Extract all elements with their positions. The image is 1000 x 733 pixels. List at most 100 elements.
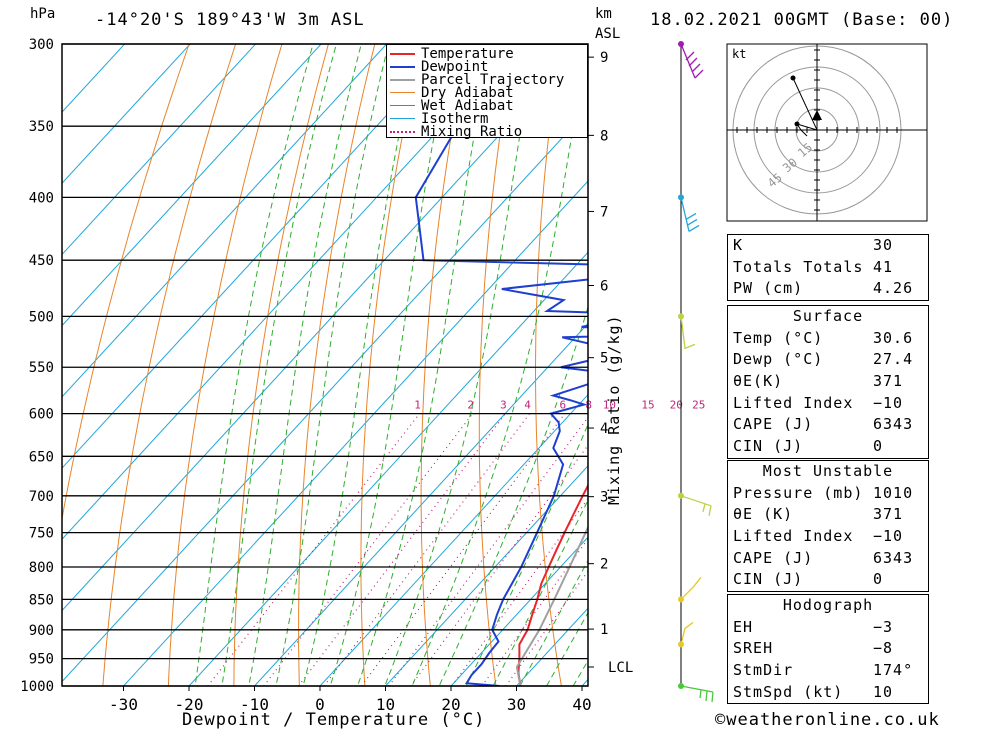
km-tick-label: 7 [600,204,608,220]
wet-adiabat-line [411,44,588,686]
mixing-ratio-line [263,413,474,686]
value-mu-theta: 371 [873,505,904,524]
label-mu-cape: CAPE (J) [733,548,814,567]
mixing-ratio-label: 6 [560,399,567,412]
pressure-tick-label: 350 [29,119,54,135]
label-mu-cin: CIN (J) [733,570,804,589]
mixing-ratio-line [298,413,506,686]
most-unstable-table: Most Unstable Pressure (mb) 1010 θE (K) 37… [727,460,929,593]
legend-label-dry-adiabat: Dry Adiabat [421,84,514,101]
legend-swatch-wet-adiabat [390,105,415,106]
label-stmspd: StmSpd (kt) [733,682,844,701]
mixing-ratio-axis-label: Mixing Ratio (g/kg) [605,314,623,505]
km-tick-label: 6 [600,279,608,295]
temp-tick-label: 30 [507,695,526,714]
value-stmdir: 174° [873,661,914,680]
value-surface-temp: 30.6 [873,328,914,347]
mixing-ratio-label: 1 [414,399,421,412]
pressure-tick-label: 650 [29,449,54,465]
hodograph-low-trace [796,123,808,137]
wind-barb [680,685,714,703]
value-pw: 4.26 [873,279,914,298]
legend-swatch-dry-adiabat [390,92,415,93]
label-mu-pressure: Pressure (mb) [733,483,864,502]
label-k: K [733,236,744,254]
hodograph-frame [726,43,928,222]
dry-adiabat-line [167,44,283,686]
km-tick-label: 5 [600,351,608,367]
pressure-tick-label: 900 [29,623,54,639]
row-surface-cin: CIN (J) 0 [728,436,928,458]
wet-adiabat-line [302,44,420,686]
lcl-label: LCL [608,660,633,676]
row-k: K 30 [728,235,928,257]
dry-adiabat-line [643,7,699,712]
plot-frame [61,43,589,687]
dry-adiabat-line [478,44,515,686]
row-surface-temp: Temp (°C) 30.6 [728,328,928,350]
dry-adiabat-line [420,44,469,686]
temp-tick-label: -30 [109,695,138,714]
label-surface-theta: θE(K) [733,372,784,391]
isotherm-line [62,44,126,113]
credit-text: ©weatheronline.co.uk [715,710,940,730]
surface-title: Surface [792,307,864,325]
km-tick-label: 4 [600,421,608,437]
legend-label-isotherm: Isotherm [421,110,489,127]
isotherm-line [0,7,27,712]
dry-adiabat-line [233,44,329,686]
row-mu-cin: CIN (J) 0 [728,569,928,591]
location-title: -14°20'S 189°43'W 3m ASL [95,10,365,30]
row-mu-li: Lifted Index −10 [728,526,928,548]
row-stmspd: StmSpd (kt) 10 [728,682,928,704]
legend-label-dewpoint: Dewpoint [421,58,489,75]
value-mu-cin: 0 [873,570,884,589]
km-tick-label: 2 [600,557,608,573]
isotherm-line [188,251,588,686]
mixing-ratio-label: 20 [670,399,683,412]
wind-barb [680,197,700,232]
label-surface-li: Lifted Index [733,393,854,412]
temp-tick-label: -10 [240,695,269,714]
x-axis-label: Dewpoint / Temperature (°C) [182,710,486,730]
label-stmdir: StmDir [733,661,794,680]
wet-adiabat-line [384,44,536,686]
value-mu-li: −10 [873,527,904,546]
wind-barb [680,576,702,600]
isotherm-line [62,44,322,327]
pressure-tick-label: 600 [29,407,54,423]
pressure-tick-label: 300 [29,37,54,53]
value-mu-pressure: 1010 [873,483,914,502]
isotherm-line [62,44,453,469]
legend-swatch-parcel [390,78,415,81]
most-unstable-title: Most Unstable [762,462,894,480]
value-mu-cape: 6343 [873,548,914,567]
row-mu-theta: θE (K) 371 [728,504,928,526]
legend-label-temperature: Temperature [421,45,514,62]
indices-table: K 30 Totals Totals 41 PW (cm) 4.26 [727,234,929,302]
row-eh: EH −3 [728,617,928,639]
legend-swatch-dewpoint [390,65,415,68]
wet-adiabat-line [194,44,314,686]
surface-table: Surface Temp (°C) 30.6 Dewp (°C) 27.4 θE(K… [727,305,929,459]
km-unit: km [595,6,612,22]
legend-swatch-temperature [390,52,415,55]
label-surface-cin: CIN (J) [733,437,804,456]
legend-swatch-mixing-ratio [390,130,415,133]
row-mu-pressure: Pressure (mb) 1010 [728,483,928,505]
label-surface-dewp: Dewp (°C) [733,350,824,369]
wind-barb [680,43,704,79]
mixing-ratio-label: 3 [500,399,507,412]
parcel-trajectory-line [515,524,588,686]
dry-adiabat-line [976,7,1000,712]
isotherm-line [319,393,588,686]
isotherm-line [62,44,257,256]
mixing-ratio-line [481,537,588,686]
km-tick-label: 9 [600,50,608,66]
temp-tick-label: -20 [175,695,204,714]
value-k: 30 [873,236,894,254]
mixing-ratio-label: 15 [641,399,654,412]
isotherm-line [62,44,191,185]
hodograph-unit-label: kt [732,47,746,61]
datetime-title: 18.02.2021 00GMT (Base: 00) [650,10,954,30]
